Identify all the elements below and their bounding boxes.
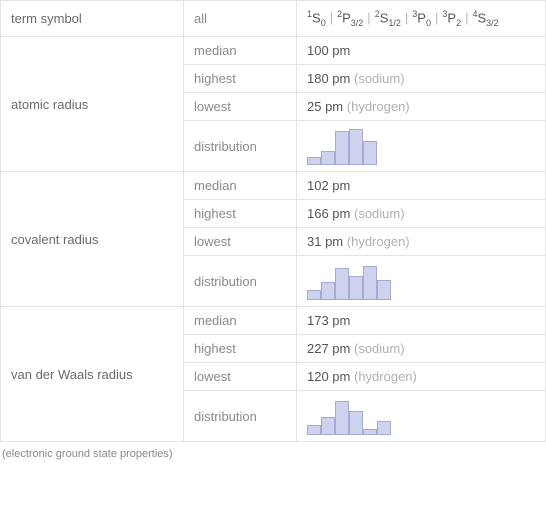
vdw-radius-dist-chart [297,391,546,442]
distribution-bar [307,290,321,300]
distribution-bar [307,425,321,435]
atomic-radius-highest-value: 180 pm (sodium) [297,65,546,93]
covalent-radius-lowest-num: 31 pm [307,234,343,249]
atomic-radius-highest-label: highest [184,65,297,93]
vdw-radius-lowest-note: (hydrogen) [354,369,417,384]
vdw-radius-highest-value: 227 pm (sodium) [297,335,546,363]
distribution-bar [349,276,363,300]
covalent-radius-median-label: median [184,172,297,200]
distribution-bar [377,280,391,300]
covalent-radius-lowest-label: lowest [184,228,297,256]
atomic-radius-dist-label: distribution [184,121,297,172]
distribution-bar [363,266,377,300]
term-symbol-values: 1S0|2P3/2|2S1/2|3P0|3P2|4S3/2 [297,1,546,37]
distribution-bar [349,129,363,165]
distribution-bar [307,157,321,165]
covalent-radius-lowest-value: 31 pm (hydrogen) [297,228,546,256]
distribution-bar [321,417,335,435]
atomic-radius-label: atomic radius [1,37,184,172]
footnote: (electronic ground state properties) [0,442,546,466]
covalent-radius-dist-label: distribution [184,256,297,307]
distribution-bar [321,151,335,165]
vdw-radius-highest-note: (sodium) [354,341,405,356]
covalent-radius-highest-num: 166 pm [307,206,350,221]
covalent-radius-highest-label: highest [184,200,297,228]
properties-table: term symbol all 1S0|2P3/2|2S1/2|3P0|3P2|… [0,0,546,442]
distribution-bar [335,131,349,165]
vdw-radius-label: van der Waals radius [1,307,184,442]
distribution-bar [363,141,377,165]
atomic-radius-lowest-value: 25 pm (hydrogen) [297,93,546,121]
term-symbol-sublabel: all [184,1,297,37]
distribution-bar [349,411,363,435]
vdw-radius-lowest-label: lowest [184,363,297,391]
vdw-radius-median-label: median [184,307,297,335]
distribution-bar [363,429,377,435]
atomic-radius-median-label: median [184,37,297,65]
covalent-radius-label: covalent radius [1,172,184,307]
distribution-bar [335,401,349,435]
vdw-radius-lowest-value: 120 pm (hydrogen) [297,363,546,391]
atomic-radius-median-value: 100 pm [297,37,546,65]
atomic-radius-highest-note: (sodium) [354,71,405,86]
covalent-radius-highest-value: 166 pm (sodium) [297,200,546,228]
covalent-radius-median-value: 102 pm [297,172,546,200]
covalent-radius-highest-note: (sodium) [354,206,405,221]
vdw-radius-highest-label: highest [184,335,297,363]
vdw-radius-dist-label: distribution [184,391,297,442]
covalent-radius-dist-chart [297,256,546,307]
distribution-bar [321,282,335,300]
vdw-radius-highest-num: 227 pm [307,341,350,356]
atomic-radius-lowest-label: lowest [184,93,297,121]
distribution-bar [377,421,391,435]
atomic-radius-highest-num: 180 pm [307,71,350,86]
atomic-radius-lowest-note: (hydrogen) [347,99,410,114]
vdw-radius-lowest-num: 120 pm [307,369,350,384]
covalent-radius-lowest-note: (hydrogen) [347,234,410,249]
vdw-radius-median-value: 173 pm [297,307,546,335]
term-symbol-label: term symbol [1,1,184,37]
atomic-radius-dist-chart [297,121,546,172]
atomic-radius-lowest-num: 25 pm [307,99,343,114]
distribution-bar [335,268,349,300]
